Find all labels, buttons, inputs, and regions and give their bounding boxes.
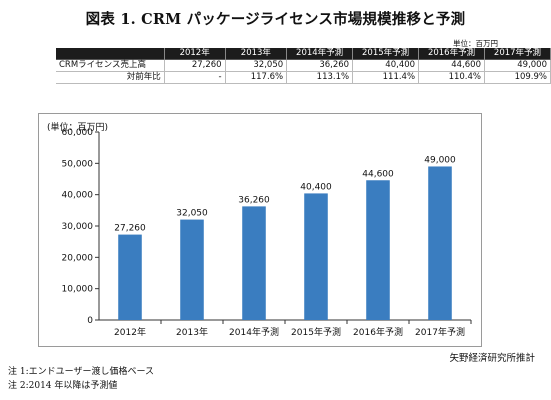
chart-unit-label: (単位：百万円) xyxy=(47,121,108,133)
bar xyxy=(118,234,142,320)
table-header-cell: 2016年予測 xyxy=(418,48,485,60)
table-cell: 27,260 xyxy=(164,59,226,72)
data-label: 49,000 xyxy=(424,155,456,165)
y-tick-label: 40,000 xyxy=(62,191,94,201)
row-label: CRMライセンス売上高 xyxy=(56,59,165,72)
table-row: 対前年比 - 117.6% 113.1% 111.4% 110.4% 109.9… xyxy=(56,71,551,84)
bar-chart: (単位：百万円) 0 10,000 20,000 30,000 40,000 50,000… xyxy=(47,121,472,338)
data-table: 2012年 2013年 2014年予測 2015年予測 2016年予測 2017… xyxy=(56,48,551,84)
data-label: 32,050 xyxy=(176,209,208,219)
table-unit: 単位：百万円 xyxy=(453,39,498,48)
data-label: 36,260 xyxy=(238,195,270,205)
x-tick-label: 2016年予測 xyxy=(353,326,403,338)
y-tick-label: 50,000 xyxy=(62,159,94,169)
chart-labels: 27,260 2012年 32,050 2013年 36,260 2014年予測 40,40… xyxy=(114,155,465,338)
row-label: 対前年比 xyxy=(56,71,165,84)
bar xyxy=(242,206,266,320)
table-cell: 113.1% xyxy=(286,71,354,84)
table-cell: 110.4% xyxy=(418,71,485,84)
table-cell: 44,600 xyxy=(418,59,485,72)
table-header-cell: 2012年 xyxy=(164,48,226,60)
table-cell: 109.9% xyxy=(484,71,551,84)
table-cell: 117.6% xyxy=(225,71,288,84)
data-label: 27,260 xyxy=(114,224,146,234)
chart-axes: 0 10,000 20,000 30,000 40,000 50,000 60,000 xyxy=(62,128,472,326)
y-tick-label: 30,000 xyxy=(62,222,94,232)
bar xyxy=(304,193,328,320)
x-tick-label: 2012年 xyxy=(114,326,146,338)
data-label: 40,400 xyxy=(300,182,332,192)
table-cell: - xyxy=(164,71,226,84)
bar xyxy=(180,219,204,320)
data-label: 44,600 xyxy=(362,169,394,179)
bar xyxy=(428,166,452,320)
table-row: CRMライセンス売上高 27,260 32,050 36,260 40,400 … xyxy=(56,59,551,72)
table-header-cell: 2014年予測 xyxy=(286,48,354,60)
bar xyxy=(366,180,390,320)
x-tick-label: 2014年予測 xyxy=(229,326,279,338)
source-note: 矢野経済研究所推計 xyxy=(449,353,535,364)
table-header-cell: 2015年予測 xyxy=(352,48,420,60)
table-cell: 36,260 xyxy=(286,59,354,72)
footnote-2: 注 2:2014 年以降は予測値 xyxy=(8,381,118,391)
figure-title: 図表 1. CRM パッケージライセンス市場規模推移と予測 xyxy=(85,11,466,28)
table-cell: 32,050 xyxy=(225,59,288,72)
table-header-cell xyxy=(56,48,165,60)
table-header-row: 2012年 2013年 2014年予測 2015年予測 2016年予測 2017… xyxy=(56,48,551,60)
chart-panel: (単位：百万円) 0 10,000 20,000 30,000 40,000 50,000… xyxy=(38,113,482,347)
y-tick-label: 20,000 xyxy=(62,253,94,263)
footnote-1: 注 1:エンドユーザー渡し価格ベース xyxy=(8,367,154,377)
table-cell: 49,000 xyxy=(484,59,551,72)
table-header-cell: 2013年 xyxy=(225,48,288,60)
x-tick-label: 2015年予測 xyxy=(291,326,341,338)
table-cell: 40,400 xyxy=(352,59,420,72)
table-cell: 111.4% xyxy=(352,71,420,84)
y-tick-label: 0 xyxy=(87,316,93,326)
x-tick-label: 2017年予測 xyxy=(415,326,465,338)
y-tick-label: 10,000 xyxy=(62,285,94,295)
y-tick-label: 60,000 xyxy=(62,128,94,138)
table-header-cell: 2017年予測 xyxy=(484,48,551,60)
chart-bars xyxy=(118,166,452,320)
x-tick-label: 2013年 xyxy=(176,326,208,338)
